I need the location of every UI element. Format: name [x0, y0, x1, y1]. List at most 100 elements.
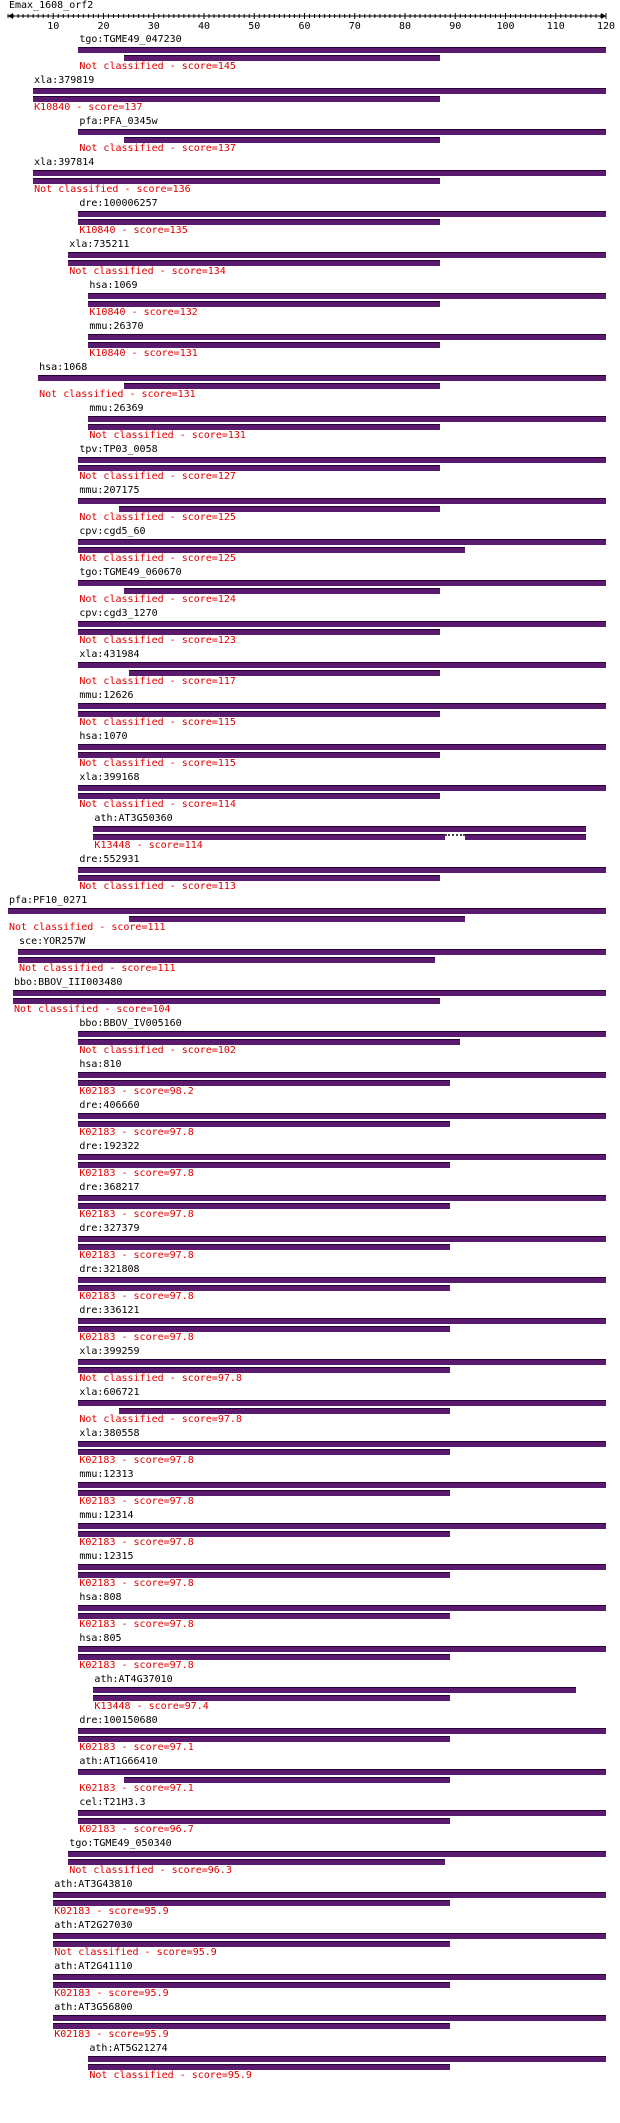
hit-classification[interactable]: Not classified - score=134 — [69, 266, 226, 277]
hit-name[interactable]: bbo:BBOV_IV005160 — [79, 1018, 182, 1029]
hit-name[interactable]: mmu:12626 — [79, 690, 134, 701]
hit-classification[interactable]: K02183 - score=97.8 — [79, 1578, 194, 1589]
hit-name[interactable]: mmu:12315 — [79, 1551, 134, 1562]
hit-name[interactable]: cpv:cgd5_60 — [79, 526, 146, 537]
hit-classification[interactable]: Not classified - score=127 — [79, 471, 236, 482]
hit-classification[interactable]: Not classified - score=96.3 — [69, 1865, 232, 1876]
hit-name[interactable]: xla:399168 — [79, 772, 140, 783]
hit-classification[interactable]: Not classified - score=97.8 — [79, 1373, 242, 1384]
hit-name[interactable]: hsa:1068 — [39, 362, 88, 373]
hit-classification[interactable]: Not classified - score=124 — [79, 594, 236, 605]
hit-classification[interactable]: Not classified - score=125 — [79, 553, 236, 564]
hit-name[interactable]: dre:327379 — [79, 1223, 140, 1234]
hit-name[interactable]: ath:AT5G21274 — [89, 2043, 168, 2054]
hit-classification[interactable]: K02183 - score=97.8 — [79, 1291, 194, 1302]
hit-name[interactable]: pfa:PFA_0345w — [79, 116, 158, 127]
hit-name[interactable]: hsa:808 — [79, 1592, 122, 1603]
hit-name[interactable]: xla:735211 — [69, 239, 130, 250]
hit-classification[interactable]: K02183 - score=95.9 — [54, 2029, 169, 2040]
hit-name[interactable]: cpv:cgd3_1270 — [79, 608, 158, 619]
hit-classification[interactable]: K10840 - score=132 — [89, 307, 198, 318]
hit-name[interactable]: tgo:TGME49_060670 — [79, 567, 182, 578]
hit-name[interactable]: dre:100006257 — [79, 198, 158, 209]
hit-name[interactable]: mmu:12314 — [79, 1510, 134, 1521]
hit-name[interactable]: mmu:12313 — [79, 1469, 134, 1480]
hit-classification[interactable]: K02183 - score=97.8 — [79, 1209, 194, 1220]
hit-classification[interactable]: Not classified - score=123 — [79, 635, 236, 646]
hit-classification[interactable]: Not classified - score=102 — [79, 1045, 236, 1056]
hit-classification[interactable]: K13448 - score=97.4 — [94, 1701, 209, 1712]
hit-classification[interactable]: K10840 - score=131 — [89, 348, 198, 359]
hit-classification[interactable]: K02183 - score=97.8 — [79, 1619, 194, 1630]
hit-name[interactable]: xla:431984 — [79, 649, 140, 660]
hit-name[interactable]: ath:AT3G43810 — [54, 1879, 133, 1890]
hit-name[interactable]: ath:AT3G56800 — [54, 2002, 133, 2013]
hit-classification[interactable]: Not classified - score=95.9 — [89, 2070, 252, 2081]
hit-name[interactable]: hsa:1069 — [89, 280, 138, 291]
hit-name[interactable]: ath:AT3G50360 — [94, 813, 173, 824]
hit-classification[interactable]: K02183 - score=98.2 — [79, 1086, 194, 1097]
hit-name[interactable]: dre:552931 — [79, 854, 140, 865]
hit-name[interactable]: dre:321808 — [79, 1264, 140, 1275]
hit-classification[interactable]: K02183 - score=95.9 — [54, 1988, 169, 1999]
hit-classification[interactable]: Not classified - score=111 — [19, 963, 176, 974]
hit-classification[interactable]: K02183 - score=97.8 — [79, 1332, 194, 1343]
hit-classification[interactable]: K10840 - score=137 — [34, 102, 143, 113]
hit-name[interactable]: hsa:810 — [79, 1059, 122, 1070]
hit-classification[interactable]: K02183 - score=97.8 — [79, 1127, 194, 1138]
hit-name[interactable]: bbo:BBOV_III003480 — [14, 977, 123, 988]
hit-name[interactable]: xla:606721 — [79, 1387, 140, 1398]
hit-name[interactable]: sce:YOR257W — [19, 936, 86, 947]
hit-classification[interactable]: Not classified - score=111 — [9, 922, 166, 933]
hit-classification[interactable]: K02183 - score=95.9 — [54, 1906, 169, 1917]
hit-classification[interactable]: Not classified - score=113 — [79, 881, 236, 892]
hit-name[interactable]: mmu:26369 — [89, 403, 144, 414]
hit-name[interactable]: hsa:805 — [79, 1633, 122, 1644]
hit-name[interactable]: ath:AT2G41110 — [54, 1961, 133, 1972]
hit-classification[interactable]: K02183 - score=96.7 — [79, 1824, 194, 1835]
hit-classification[interactable]: Not classified - score=117 — [79, 676, 236, 687]
hit-classification[interactable]: Not classified - score=104 — [14, 1004, 171, 1015]
hit-classification[interactable]: Not classified - score=115 — [79, 758, 236, 769]
hit-classification[interactable]: K13448 - score=114 — [94, 840, 203, 851]
hit-name[interactable]: xla:399259 — [79, 1346, 140, 1357]
hit-classification[interactable]: K02183 - score=97.8 — [79, 1455, 194, 1466]
hit-name[interactable]: pfa:PF10_0271 — [9, 895, 88, 906]
hit-name[interactable]: xla:380558 — [79, 1428, 140, 1439]
hit-classification[interactable]: Not classified - score=125 — [79, 512, 236, 523]
hit-name[interactable]: hsa:1070 — [79, 731, 128, 742]
hit-classification[interactable]: K02183 - score=97.8 — [79, 1250, 194, 1261]
hit-name[interactable]: ath:AT4G37010 — [94, 1674, 173, 1685]
hit-name[interactable]: tpv:TP03_0058 — [79, 444, 158, 455]
hit-classification[interactable]: Not classified - score=95.9 — [54, 1947, 217, 1958]
hit-classification[interactable]: Not classified - score=131 — [39, 389, 196, 400]
hit-name[interactable]: dre:406660 — [79, 1100, 140, 1111]
hit-name[interactable]: cel:T21H3.3 — [79, 1797, 146, 1808]
hit-classification[interactable]: K02183 - score=97.1 — [79, 1783, 194, 1794]
hit-classification[interactable]: K10840 - score=135 — [79, 225, 188, 236]
hit-name[interactable]: dre:368217 — [79, 1182, 140, 1193]
hit-classification[interactable]: Not classified - score=145 — [79, 61, 236, 72]
hit-classification[interactable]: K02183 - score=97.8 — [79, 1168, 194, 1179]
hit-classification[interactable]: K02183 - score=97.8 — [79, 1537, 194, 1548]
hit-name[interactable]: xla:379819 — [34, 75, 95, 86]
hit-name[interactable]: dre:100150680 — [79, 1715, 158, 1726]
hit-name[interactable]: dre:336121 — [79, 1305, 140, 1316]
hit-classification[interactable]: K02183 - score=97.1 — [79, 1742, 194, 1753]
hit-name[interactable]: mmu:26370 — [89, 321, 144, 332]
hit-classification[interactable]: Not classified - score=137 — [79, 143, 236, 154]
hit-classification[interactable]: K02183 - score=97.8 — [79, 1496, 194, 1507]
hit-classification[interactable]: Not classified - score=131 — [89, 430, 246, 441]
hit-classification[interactable]: Not classified - score=115 — [79, 717, 236, 728]
hit-name[interactable]: tgo:TGME49_050340 — [69, 1838, 172, 1849]
hit-name[interactable]: dre:192322 — [79, 1141, 140, 1152]
hit-classification[interactable]: K02183 - score=97.8 — [79, 1660, 194, 1671]
hit-name[interactable]: ath:AT2G27030 — [54, 1920, 133, 1931]
hit-classification[interactable]: Not classified - score=136 — [34, 184, 191, 195]
hit-classification[interactable]: Not classified - score=97.8 — [79, 1414, 242, 1425]
hit-name[interactable]: ath:AT1G66410 — [79, 1756, 158, 1767]
hit-name[interactable]: tgo:TGME49_047230 — [79, 34, 182, 45]
hit-classification[interactable]: Not classified - score=114 — [79, 799, 236, 810]
hit-name[interactable]: mmu:207175 — [79, 485, 140, 496]
hit-name[interactable]: xla:397814 — [34, 157, 95, 168]
